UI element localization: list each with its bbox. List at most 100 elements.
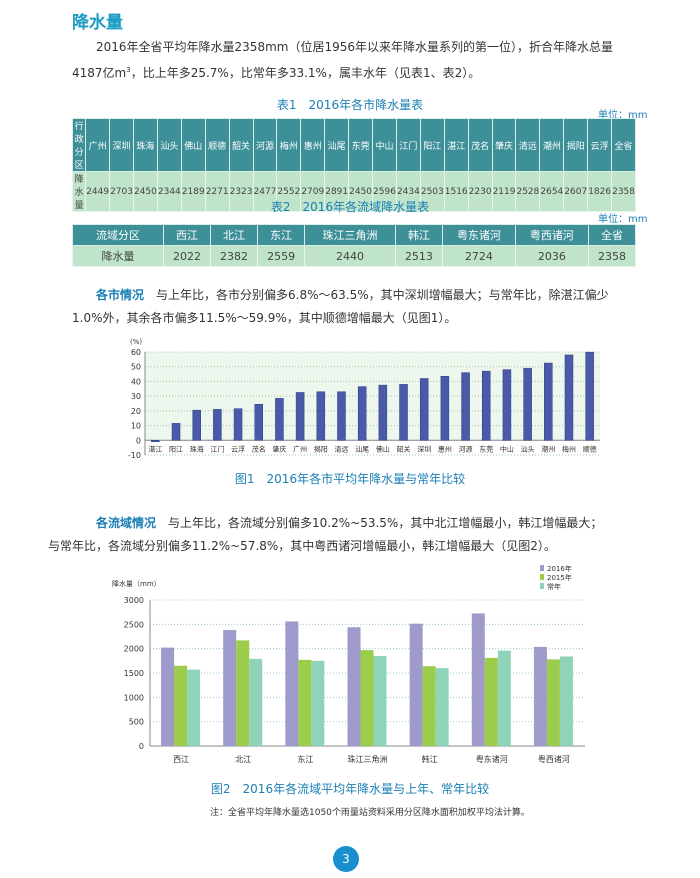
column-header: 东莞: [348, 118, 374, 172]
column-header: 北江: [210, 224, 259, 246]
cell: 2440: [304, 245, 396, 267]
column-header: 佛山: [180, 118, 206, 172]
cities-paragraph: 各市情况 与上年比，各市分别偏多6.8%～63.5%，其中深圳增幅最大；与常年比…: [72, 284, 638, 330]
bar: [440, 376, 450, 441]
column-header: 西江: [162, 224, 212, 246]
bar-2: [497, 650, 511, 746]
x-tick-label: 东莞: [479, 444, 493, 453]
cell: 2450: [348, 171, 374, 212]
x-tick-label: 湛江: [148, 445, 162, 453]
column-header: 珠海: [132, 118, 158, 172]
x-tick-label: 中山: [500, 444, 514, 453]
note: 注：全省平均年降水量选1050个雨量站资料采用分区降水面积加权平均法计算。: [210, 808, 530, 818]
column-header: 云浮: [587, 118, 613, 172]
intro-text: ，比上年多25.7%，比常年多33.1%，属丰水年（见表1、表2）。: [130, 66, 481, 80]
x-tick-label: 清远: [334, 444, 348, 453]
y-axis-label: (%): [130, 338, 142, 346]
bar: [482, 370, 491, 441]
x-tick-label: 阳江: [169, 444, 183, 453]
cell: 2552: [276, 171, 302, 212]
cell: 2528: [515, 171, 541, 212]
cell: 2559: [257, 245, 306, 267]
bar-1: [484, 657, 498, 746]
text: 与上年比，各流域分别偏多10.2%~53.5%，其中北江增幅最小，韩江增幅最大；: [156, 516, 603, 530]
x-tick-label: 西江: [173, 755, 189, 764]
row-header: 流域分区: [72, 224, 164, 246]
cell: 2513: [394, 245, 443, 267]
y-tick-label: 0: [136, 436, 141, 445]
bar: [523, 367, 532, 441]
column-header: 深圳: [109, 118, 134, 172]
bar: [564, 354, 574, 441]
legend-label: 常年: [547, 582, 561, 591]
x-tick-label: 茂名: [252, 444, 266, 453]
table2: 流域分区 西江 北江 东江 珠江三角洲 韩江 粤东诸河 粤西诸河 全省 降水量 2022 2382 2…: [72, 224, 637, 267]
table2-unit: 单位：mm: [598, 214, 648, 225]
bar: [275, 398, 284, 441]
cell: 2323: [228, 171, 254, 212]
row-header: 行政分区: [71, 118, 87, 172]
cell: 2724: [441, 245, 516, 267]
column-header: 韩江: [394, 224, 443, 246]
x-tick-label: 珠江三角洲: [348, 754, 388, 764]
y-tick-label: 1500: [124, 669, 144, 678]
bar-2: [311, 660, 325, 746]
bar: [192, 409, 201, 441]
bar-0: [161, 647, 175, 746]
legend-label: 2016年: [547, 564, 572, 573]
x-tick-label: 云浮: [231, 444, 245, 453]
x-tick-label: 北江: [235, 755, 251, 764]
y-tick-label: 10: [131, 422, 141, 431]
bar-0: [471, 613, 485, 746]
intro-sup: 3: [126, 66, 131, 74]
cell: 2189: [180, 171, 206, 212]
column-header: 顺德: [204, 118, 230, 172]
cell: 2358: [611, 171, 636, 212]
y-tick-label: 30: [131, 392, 141, 401]
x-tick-label: 汕尾: [355, 444, 369, 453]
y-tick-label: 0: [139, 742, 144, 751]
column-header: 中山: [372, 118, 397, 172]
bar: [316, 391, 326, 441]
text: 1.0%外，其余各市偏多11.5%～59.9%，其中顺德增幅最大（见图1）。: [72, 311, 457, 325]
x-tick-label: 粤西诸河: [538, 754, 570, 764]
cell: 2344: [156, 171, 182, 212]
cell: 1516: [443, 171, 469, 212]
bar: [295, 392, 305, 441]
x-tick-label: 粤东诸河: [476, 754, 508, 764]
cell: 2358: [587, 245, 637, 267]
x-tick-label: 江门: [210, 444, 224, 453]
column-header: 东江: [257, 224, 306, 246]
x-tick-label: 韩江: [422, 754, 438, 764]
bar: [378, 384, 388, 441]
y-tick-label: 50: [131, 363, 141, 372]
cell: 2449: [85, 171, 111, 212]
bar-0: [285, 621, 299, 746]
bar-2: [559, 656, 573, 746]
chart2: 0 500 1000 1500 2000 2500 3000 降水量（mm） 西江 北江 东江 珠江三…: [112, 564, 585, 764]
legend-swatch: [540, 565, 544, 571]
column-header: 阳江: [419, 118, 445, 172]
bar: [254, 403, 263, 441]
y-tick-label: -10: [128, 451, 141, 460]
x-tick-label: 河源: [459, 444, 473, 453]
bar-1: [546, 659, 560, 746]
table1-unit: 单位：mm: [598, 110, 648, 121]
bar: [544, 362, 553, 441]
intro-text: 4187亿m: [72, 66, 127, 80]
bar-0: [533, 646, 547, 746]
intro-text: 2016年全省平均年降水量2358mm（位居1956年以来年降水量系列的第一位）…: [96, 40, 613, 54]
bar-0: [347, 627, 361, 746]
x-tick-label: 惠州: [438, 444, 452, 453]
x-tick-label: 韶关: [397, 444, 411, 453]
column-header: 潮州: [539, 118, 565, 172]
cell: 2607: [563, 171, 589, 212]
bar: [151, 440, 160, 443]
basins-paragraph: 各流域情况 与上年比，各流域分别偏多10.2%~53.5%，其中北江增幅最小，韩…: [48, 512, 638, 558]
column-header: 粤西诸河: [514, 224, 589, 246]
cell: 2709: [300, 171, 326, 212]
legend-swatch: [540, 583, 544, 589]
cell: 2382: [210, 245, 259, 267]
cell: 2703: [109, 171, 134, 212]
chart2-title: 图2 2016年各流域平均年降水量与上年、常年比较: [210, 782, 490, 796]
